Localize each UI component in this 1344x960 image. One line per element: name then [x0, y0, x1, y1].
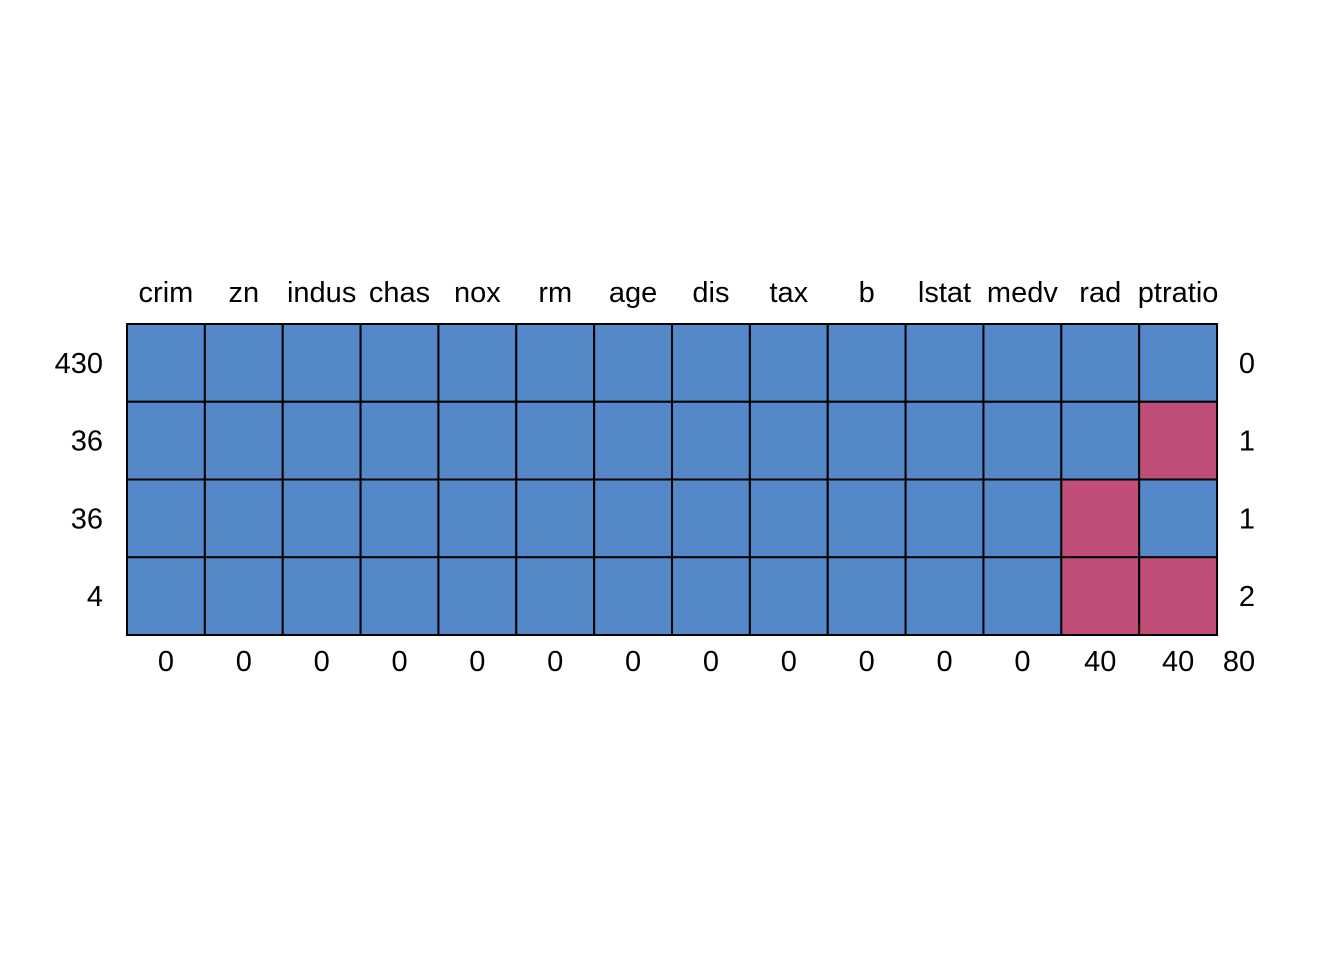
- column-missing-label: 40: [1084, 646, 1116, 678]
- column-missing-label: 40: [1162, 646, 1194, 678]
- observed-cell: [671, 556, 751, 636]
- observed-cell: [671, 478, 751, 559]
- column-missing-label: 0: [391, 646, 407, 678]
- observed-cell: [515, 478, 596, 559]
- column-missing-label: 0: [469, 646, 485, 678]
- observed-cell: [359, 556, 440, 636]
- observed-cell: [126, 556, 206, 636]
- column-missing-counts: 0 0 0 0 0 0 0 0 0 0 0 0 40 40 80: [158, 646, 1255, 678]
- row-missing-label: 1: [1239, 426, 1255, 458]
- observed-cell: [281, 478, 362, 559]
- total-missing-label: 80: [1223, 646, 1255, 678]
- observed-cell: [671, 400, 751, 481]
- row-missing-label: 2: [1239, 581, 1255, 613]
- row-count-label: 4: [87, 581, 103, 613]
- missing-cell: [1060, 478, 1141, 559]
- column-label-dis: dis: [692, 277, 729, 309]
- observed-cell: [359, 478, 440, 559]
- observed-cell: [281, 323, 362, 403]
- observed-cell: [826, 478, 907, 559]
- missing-cell: [1060, 556, 1141, 636]
- observed-cell: [593, 478, 674, 559]
- column-label-indus: indus: [287, 277, 356, 309]
- observed-cell: [904, 323, 985, 403]
- pattern-cells: [126, 323, 1219, 636]
- observed-cell: [126, 400, 206, 481]
- observed-cell: [203, 556, 284, 636]
- column-label-zn: zn: [228, 277, 259, 309]
- column-label-crim: crim: [139, 277, 194, 309]
- column-label-chas: chas: [369, 277, 430, 309]
- observed-cell: [359, 400, 440, 481]
- observed-cell: [1138, 478, 1219, 559]
- column-missing-label: 0: [781, 646, 797, 678]
- observed-cell: [904, 556, 985, 636]
- observed-cell: [748, 400, 829, 481]
- observed-cell: [515, 400, 596, 481]
- observed-cell: [982, 400, 1063, 481]
- observed-cell: [1060, 400, 1141, 481]
- column-labels: crim zn indus chas nox rm age dis tax b lstat medv r…: [139, 277, 1219, 309]
- missing-cell: [1138, 556, 1219, 636]
- row-count-label: 36: [71, 503, 103, 535]
- observed-cell: [748, 323, 829, 403]
- column-missing-label: 0: [703, 646, 719, 678]
- observed-cell: [437, 478, 518, 559]
- observed-cell: [826, 323, 907, 403]
- observed-cell: [281, 556, 362, 636]
- observed-cell: [748, 556, 829, 636]
- observed-cell: [437, 323, 518, 403]
- observed-cell: [982, 478, 1063, 559]
- column-label-age: age: [609, 277, 657, 309]
- observed-cell: [904, 400, 985, 481]
- observed-cell: [904, 478, 985, 559]
- row-counts: 430 36 36 4: [55, 348, 103, 613]
- observed-cell: [203, 400, 284, 481]
- column-label-tax: tax: [769, 277, 808, 309]
- column-missing-label: 0: [1014, 646, 1030, 678]
- observed-cell: [203, 323, 284, 403]
- row-missing-counts: 0 1 1 2: [1239, 348, 1255, 613]
- column-label-rm: rm: [538, 277, 572, 309]
- row-count-label: 36: [71, 426, 103, 458]
- observed-cell: [359, 323, 440, 403]
- column-label-ptratio: ptratio: [1138, 277, 1219, 309]
- observed-cell: [281, 400, 362, 481]
- observed-cell: [126, 478, 206, 559]
- column-missing-label: 0: [547, 646, 563, 678]
- observed-cell: [826, 400, 907, 481]
- column-label-medv: medv: [987, 277, 1058, 309]
- observed-cell: [203, 478, 284, 559]
- observed-cell: [515, 556, 596, 636]
- observed-cell: [126, 323, 206, 403]
- observed-cell: [982, 556, 1063, 636]
- observed-cell: [1060, 323, 1141, 403]
- row-missing-label: 0: [1239, 348, 1255, 380]
- column-missing-label: 0: [158, 646, 174, 678]
- observed-cell: [671, 323, 751, 403]
- column-label-lstat: lstat: [918, 277, 971, 309]
- column-missing-label: 0: [936, 646, 952, 678]
- row-missing-label: 1: [1239, 503, 1255, 535]
- column-missing-label: 0: [625, 646, 641, 678]
- observed-cell: [515, 323, 596, 403]
- observed-cell: [437, 400, 518, 481]
- observed-cell: [1138, 323, 1219, 403]
- column-label-b: b: [859, 277, 875, 309]
- observed-cell: [826, 556, 907, 636]
- observed-cell: [437, 556, 518, 636]
- column-label-rad: rad: [1079, 277, 1121, 309]
- missing-cell: [1138, 400, 1219, 481]
- observed-cell: [593, 323, 674, 403]
- column-missing-label: 0: [314, 646, 330, 678]
- row-count-label: 430: [55, 348, 103, 380]
- observed-cell: [593, 556, 674, 636]
- column-missing-label: 0: [859, 646, 875, 678]
- observed-cell: [982, 323, 1063, 403]
- column-label-nox: nox: [454, 277, 501, 309]
- observed-cell: [593, 400, 674, 481]
- column-missing-label: 0: [236, 646, 252, 678]
- observed-cell: [748, 478, 829, 559]
